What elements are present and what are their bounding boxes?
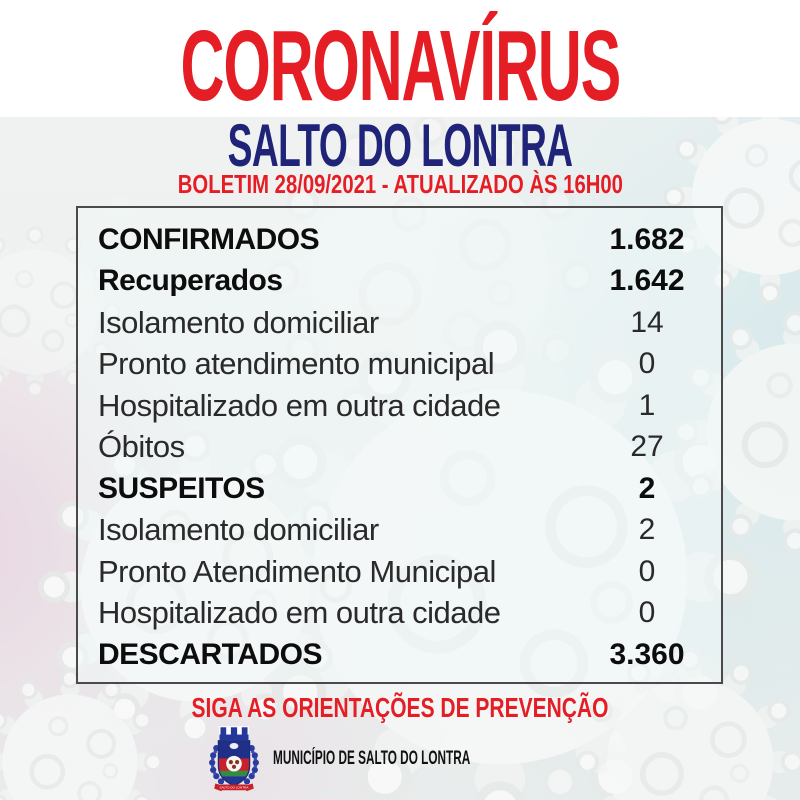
stat-row: DESCARTADOS 3.360 bbox=[98, 634, 713, 676]
stat-label: Isolamento domiciliar bbox=[98, 304, 379, 340]
prevention-message: SIGA AS ORIENTAÇÕES DE PREVENÇÃO bbox=[191, 692, 609, 723]
stat-row: Hospitalizado em outra cidade 1 bbox=[98, 385, 713, 427]
stat-label: Recuperados bbox=[98, 264, 283, 298]
crest-ribbon-text: SALTO DO LONTRA bbox=[220, 786, 250, 790]
stat-value: 3.360 bbox=[609, 637, 685, 671]
stat-label: Óbitos bbox=[98, 429, 185, 465]
city-title: SALTO DO LONTRA bbox=[227, 112, 573, 179]
stat-row: CONFIRMADOS 1.682 bbox=[98, 219, 713, 261]
stat-value: 1.642 bbox=[609, 264, 685, 298]
stat-value: 0 bbox=[638, 596, 656, 630]
bulletin-date-line: BOLETIM 28/09/2021 - ATUALIZADO ÀS 16H00 bbox=[177, 169, 623, 199]
stat-label: SUSPEITOS bbox=[98, 471, 265, 505]
stat-label: Isolamento domiciliar bbox=[98, 512, 379, 548]
stat-label: CONFIRMADOS bbox=[98, 222, 320, 256]
municipality-name-label: MUNICÍPIO DE SALTO DO LONTRA bbox=[273, 748, 471, 769]
stat-label: Hospitalizado em outra cidade bbox=[98, 595, 501, 631]
stat-row: Recuperados 1.642 bbox=[98, 261, 713, 303]
stat-row: Isolamento domiciliar 2 bbox=[98, 510, 713, 552]
municipality-footer: SALTO DO LONTRA MUNICÍPIO DE SALTO DO LO… bbox=[0, 724, 800, 794]
stat-value: 1.682 bbox=[609, 222, 685, 256]
stat-row: Pronto atendimento municipal 0 bbox=[98, 344, 713, 386]
stat-label: DESCARTADOS bbox=[98, 637, 322, 671]
stat-label: Pronto Atendimento Municipal bbox=[98, 553, 496, 589]
stat-row: Hospitalizado em outra cidade 0 bbox=[98, 593, 713, 635]
stat-label: Pronto atendimento municipal bbox=[98, 346, 495, 382]
stats-panel: CONFIRMADOS 1.682 Recuperados 1.642 Isol… bbox=[76, 206, 723, 684]
stat-value: 2 bbox=[638, 471, 656, 505]
municipal-crest-icon: SALTO DO LONTRA bbox=[209, 726, 260, 792]
stat-label: Hospitalizado em outra cidade bbox=[98, 387, 501, 423]
page-title: CORONAVÍRUS bbox=[180, 10, 621, 122]
stat-value: 1 bbox=[638, 388, 656, 422]
stat-value: 14 bbox=[630, 305, 664, 339]
stat-value: 0 bbox=[638, 554, 656, 588]
stat-value: 0 bbox=[638, 347, 656, 381]
stat-row: Isolamento domiciliar 14 bbox=[98, 302, 713, 344]
stat-row: Óbitos 27 bbox=[98, 427, 713, 469]
stat-row: SUSPEITOS 2 bbox=[98, 468, 713, 510]
stat-value: 27 bbox=[630, 430, 664, 464]
stat-row: Pronto Atendimento Municipal 0 bbox=[98, 551, 713, 593]
stat-value: 2 bbox=[638, 513, 656, 547]
